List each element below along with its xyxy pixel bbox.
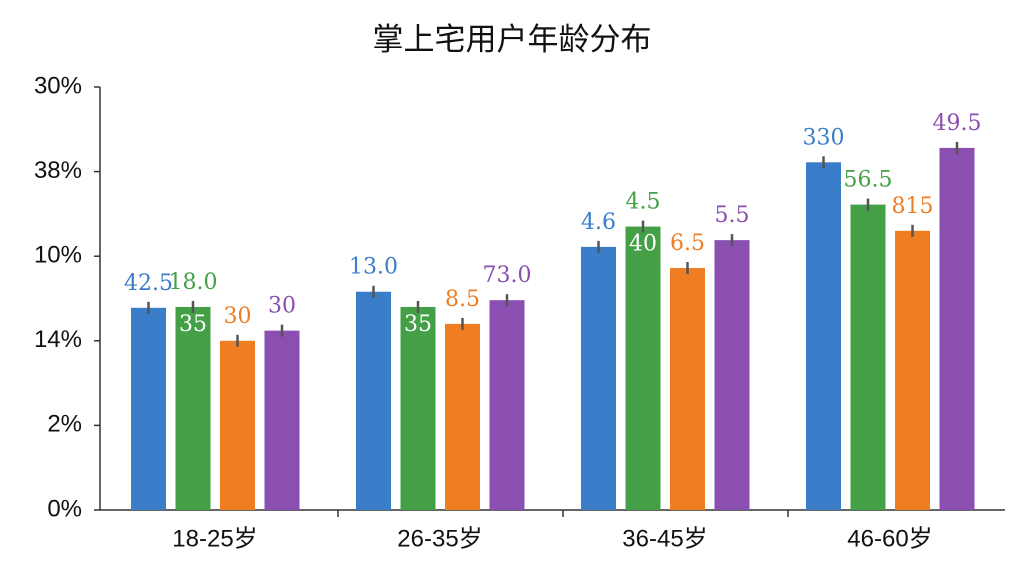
data-label: 49.5 <box>933 111 982 136</box>
x-tick-label: 18-25岁 <box>172 525 257 552</box>
bar <box>220 340 255 510</box>
inner-label: 35 <box>404 312 432 337</box>
bar <box>806 162 841 510</box>
data-label: 8.5 <box>445 287 480 312</box>
x-tick-label: 36-45岁 <box>622 525 707 552</box>
bar <box>939 147 975 511</box>
bar <box>175 306 211 510</box>
bar <box>264 330 300 510</box>
bar <box>445 323 480 510</box>
data-label: 815 <box>892 194 934 219</box>
y-tick-label: 14% <box>34 326 82 353</box>
data-label: 330 <box>803 125 845 150</box>
bar <box>714 240 750 510</box>
bar <box>850 204 886 510</box>
y-tick-label: 2% <box>47 411 82 438</box>
data-label: 18.0 <box>169 270 218 295</box>
x-tick-label: 26-35岁 <box>397 525 482 552</box>
bar <box>670 268 705 510</box>
data-label: 56.5 <box>844 168 893 193</box>
data-label: 4.6 <box>581 210 616 235</box>
chart-title: 掌上宅用户年龄分布 <box>373 22 652 57</box>
bar <box>625 226 661 510</box>
y-tick-label: 0% <box>47 495 82 522</box>
bar <box>895 230 930 510</box>
bar <box>400 306 436 510</box>
data-label: 30 <box>268 294 296 319</box>
data-label: 13.0 <box>349 255 398 280</box>
data-label: 42.5 <box>124 271 173 296</box>
y-tick-label: 38% <box>34 157 82 184</box>
bar <box>356 291 391 510</box>
data-label: 4.5 <box>626 190 661 215</box>
inner-label: 35 <box>179 312 207 337</box>
y-tick-label: 30% <box>34 72 82 99</box>
inner-label: 40 <box>629 232 657 257</box>
data-label: 73.0 <box>483 263 532 288</box>
data-label: 6.5 <box>670 231 705 256</box>
bar <box>581 246 616 511</box>
x-tick-label: 46-60岁 <box>847 525 932 552</box>
data-label: 30 <box>224 304 252 329</box>
data-label: 5.5 <box>715 203 750 228</box>
bar <box>131 307 166 510</box>
bar <box>489 300 525 510</box>
y-tick-label: 10% <box>34 242 82 269</box>
